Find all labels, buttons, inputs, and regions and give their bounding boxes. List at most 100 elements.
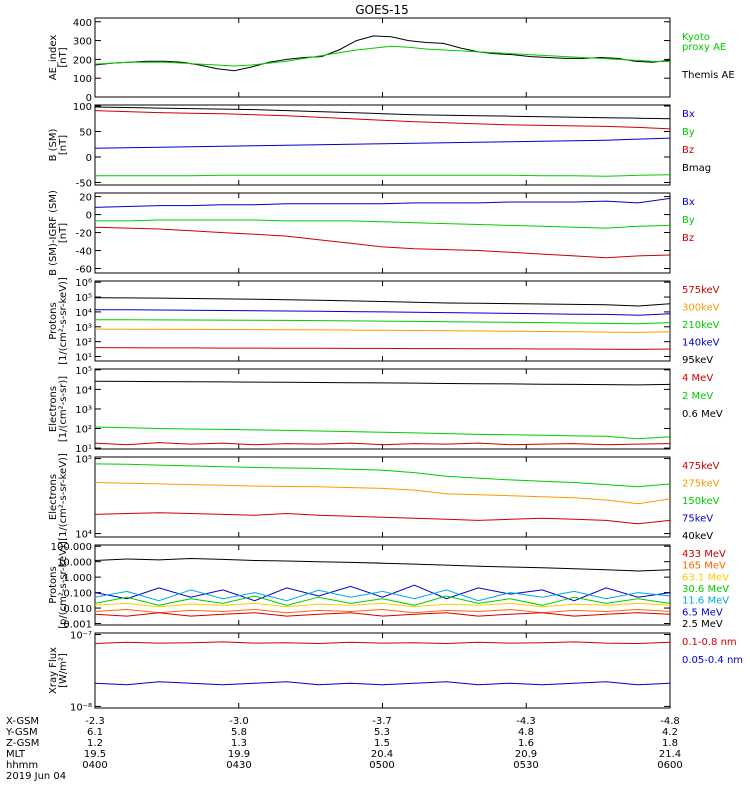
- y-axis-label: [W/m²]: [58, 653, 69, 688]
- y-axis-label: [p/(cm²-s-sr-keV)]: [58, 541, 69, 629]
- legend-label: Kyoto: [682, 32, 710, 43]
- y-tick-label: 50: [79, 127, 92, 138]
- legend-label: 0.6 MeV: [682, 409, 723, 420]
- legend-label: Bmag: [682, 163, 711, 174]
- footer-value: 20.9: [515, 749, 537, 760]
- footer-value: -4.8: [660, 716, 680, 727]
- y-tick-label: 20: [79, 193, 92, 204]
- series-line-bsm-3: [95, 174, 671, 177]
- footer-value: 0430: [226, 760, 251, 771]
- y-axis-label: [nT]: [58, 135, 69, 155]
- y-tick-label: 10⁻⁸: [70, 702, 92, 713]
- footer-row-label: X-GSM: [6, 716, 39, 727]
- legend-label: 11.6 MeV: [682, 596, 729, 607]
- legend-label: 30.6 MeV: [682, 584, 729, 595]
- y-tick-label: 10⁴: [75, 308, 92, 319]
- footer-value: 19.9: [228, 749, 250, 760]
- series-line-protons2-0: [94, 557, 671, 572]
- y-tick-label: 200: [73, 55, 92, 66]
- footer-value: 1.5: [374, 738, 390, 749]
- footer-value: 4.8: [518, 727, 534, 738]
- footer-value: 6.1: [87, 727, 103, 738]
- series-line-protons1-0: [94, 297, 671, 307]
- y-tick-label: 10⁴: [75, 385, 92, 396]
- y-tick-label: 0.001: [63, 620, 92, 631]
- series-line-protons1-2: [94, 319, 671, 325]
- series-line-bsm-2: [94, 137, 671, 149]
- y-tick-label: -20: [76, 229, 92, 240]
- panel-xray: 10⁻⁷ 10⁻⁸ Xray Flux [W/m²] 0.1-0.8 nm 0.05-0.…: [48, 631, 743, 714]
- y-tick-label: 10²: [75, 338, 92, 349]
- y-tick-label: -50: [76, 178, 92, 189]
- y-tick-label: 10¹: [75, 353, 92, 364]
- chart-title: GOES-15: [355, 3, 409, 17]
- series-line-protons2-2: [94, 589, 671, 602]
- legend-label: 575keV: [682, 285, 720, 296]
- legend-label: 95keV: [682, 355, 713, 366]
- y-axis-label: Xray Flux: [48, 647, 59, 694]
- series-line-bsm-0: [94, 106, 671, 120]
- y-tick-label: 0.010: [63, 604, 92, 615]
- footer-row-label: MLT: [6, 749, 26, 760]
- footer-value: -3.7: [372, 716, 392, 727]
- y-tick-label: 400: [73, 18, 92, 29]
- series-line-bigrf-0: [94, 197, 671, 208]
- y-axis-label: Protons: [48, 566, 59, 603]
- y-tick-label: 100: [73, 74, 92, 85]
- y-tick-label: 10³: [75, 323, 92, 334]
- legend-label: 2 MeV: [682, 391, 713, 402]
- footer-row-label: hhmm: [6, 760, 38, 771]
- series-line-bsm-1: [94, 110, 671, 130]
- series-line-electrons1-1: [94, 426, 671, 440]
- legend-label: proxy AE: [682, 42, 726, 53]
- panel-electrons2: 10⁵ 10⁴ Electrons [1/(cm²-s-sr-keV)] 475keV 2…: [48, 453, 720, 542]
- series-line-xray-1: [94, 681, 671, 686]
- y-axis-label: Protons: [48, 302, 59, 339]
- y-tick-label: 10⁻⁷: [70, 631, 92, 642]
- y-tick-label: 10⁵: [75, 366, 92, 377]
- legend-label: 475keV: [682, 461, 720, 472]
- panel-bsm: 100 50 0 -50 B (SM) [nT] Bx By Bz Bmag: [48, 102, 711, 189]
- series-line-ae-0: [94, 35, 671, 72]
- series-line-electrons2-0: [94, 463, 671, 488]
- footer-row-label: Y-GSM: [5, 727, 38, 738]
- y-tick-label: 300: [73, 37, 92, 48]
- y-axis-label: [1/(cm²-s-sr-keV)]: [58, 277, 69, 365]
- y-tick-label: 0: [86, 93, 92, 104]
- y-axis-label: B (SM)-IGRF (SM): [48, 190, 59, 276]
- footer-value: -3.0: [229, 716, 249, 727]
- series-line-protons1-4: [94, 347, 671, 350]
- legend-label: By: [682, 127, 695, 138]
- footer-value: 5.3: [374, 727, 390, 738]
- y-axis-label: Electrons: [48, 474, 59, 520]
- y-tick-label: 10⁵: [75, 455, 92, 466]
- y-axis-label: AE_index: [48, 35, 59, 81]
- legend-label: 433 MeV: [682, 549, 726, 560]
- y-tick-label: 0.100: [63, 589, 92, 600]
- panel-bigrf: 20 0 -20 -40 -60 B (SM)-IGRF (SM) [nT] Bx By Bz: [48, 190, 695, 276]
- legend-label: Bx: [682, 109, 695, 120]
- series-line-electrons1-0: [94, 380, 671, 386]
- legend-label: 300keV: [682, 303, 720, 314]
- legend-label: 2.5 MeV: [682, 619, 723, 630]
- y-axis-label: [nT]: [58, 223, 69, 243]
- legend-label: 75keV: [682, 514, 713, 525]
- y-tick-label: 10³: [75, 405, 92, 416]
- y-axis-label: B (SM): [48, 128, 59, 161]
- footer-value: 0530: [513, 760, 538, 771]
- y-tick-label: 10.000: [57, 558, 92, 569]
- legend-label: 40keV: [682, 531, 713, 542]
- footer-value: 20.4: [371, 749, 393, 760]
- legend-label: Themis AE: [681, 70, 735, 81]
- panel-frame: [94, 632, 671, 709]
- panel-frame: [94, 456, 671, 538]
- y-tick-label: 10⁶: [75, 278, 92, 289]
- series-line-electrons1-2: [94, 442, 671, 446]
- legend-label: By: [682, 215, 695, 226]
- footer-value: 0600: [657, 760, 682, 771]
- y-tick-label: 100: [73, 102, 92, 113]
- series-line-protons2-3: [94, 595, 671, 606]
